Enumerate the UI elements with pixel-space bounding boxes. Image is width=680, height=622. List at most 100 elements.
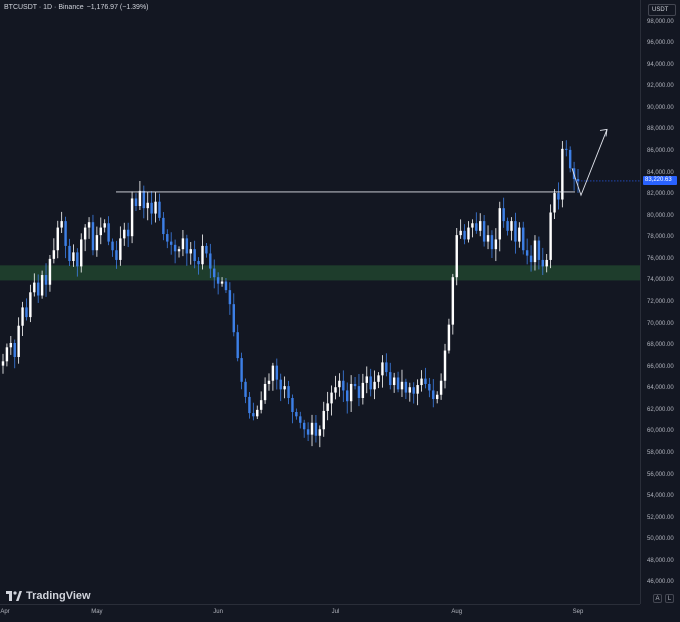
candle-up	[201, 245, 204, 265]
currency-button[interactable]: USDT	[648, 4, 676, 16]
candle-up	[271, 365, 275, 381]
candle-down	[463, 230, 466, 240]
candle-up	[549, 212, 552, 260]
candle-up	[146, 202, 149, 209]
candle-up	[154, 201, 157, 214]
time-axis[interactable]: AprMayJunJulAugSepOct	[0, 604, 640, 622]
price-tick-label: 98,000.00	[647, 18, 674, 25]
candle-down	[299, 416, 302, 423]
candle-down	[64, 221, 67, 246]
candle-up	[322, 410, 325, 430]
price-tick-label: 54,000.00	[647, 493, 674, 500]
candle-up	[267, 380, 271, 384]
candle-down	[213, 268, 216, 278]
candle-up	[416, 385, 419, 394]
candle-down	[36, 282, 40, 296]
candle-down	[291, 397, 294, 413]
candle-down	[302, 422, 306, 430]
chart-plot-area[interactable]: BTCUSDT · 1D · Binance −1,176.97 (−1.39%…	[0, 0, 640, 604]
candle-down	[76, 252, 79, 267]
price-tick-label: 50,000.00	[647, 536, 674, 543]
candle-up	[518, 227, 521, 242]
candle-down	[252, 413, 255, 417]
time-tick-label: Jul	[331, 609, 340, 615]
candle-up	[123, 229, 126, 239]
candle-up	[189, 249, 192, 254]
price-tick-label: 62,000.00	[647, 406, 674, 413]
candle-down	[275, 365, 279, 380]
candle-up	[392, 377, 396, 386]
candle-down	[541, 259, 545, 267]
candle-down	[353, 383, 357, 387]
candle-down	[44, 275, 48, 285]
candle-down	[162, 217, 165, 235]
candle-down	[314, 422, 318, 436]
price-change-label: −1,176.97 (−1.39%)	[86, 4, 149, 11]
candle-down	[557, 193, 560, 200]
candle-down	[295, 412, 298, 417]
candle-up	[361, 382, 365, 398]
candle-up	[330, 392, 333, 404]
candlestick-chart[interactable]	[0, 0, 640, 604]
candle-down	[209, 253, 212, 269]
candle-down	[568, 149, 572, 169]
candle-down	[537, 240, 541, 260]
price-tick-label: 94,000.00	[647, 61, 674, 68]
candle-up	[60, 221, 63, 228]
price-tick-label: 72,000.00	[647, 299, 674, 305]
candle-up	[5, 347, 9, 362]
candle-up	[467, 227, 470, 240]
candle-up	[33, 282, 36, 293]
candle-up	[52, 250, 56, 259]
candle-down	[216, 277, 220, 284]
candle-up	[365, 376, 368, 383]
price-axis[interactable]: USDT 46,000.00 48,000.00 50,000.00 52,000.0…	[640, 0, 680, 604]
price-tick-label: 70,000.00	[647, 320, 674, 327]
symbol-label[interactable]: BTCUSDT · 1D · Binance	[4, 4, 84, 11]
candle-up	[181, 238, 185, 250]
candle-up	[21, 307, 24, 326]
price-tick-label: 52,000.00	[647, 514, 674, 521]
candle-down	[404, 381, 408, 393]
candle-down	[173, 244, 177, 252]
candle-down	[224, 281, 228, 291]
candle-up	[451, 277, 455, 325]
candle-down	[396, 377, 400, 390]
candle-up	[138, 190, 142, 207]
candle-down	[428, 383, 431, 391]
price-tick-label: 68,000.00	[647, 342, 674, 349]
candle-up	[177, 249, 181, 252]
candle-up	[220, 281, 224, 284]
auto-scale-button[interactable]: A	[653, 594, 662, 603]
candle-down	[522, 227, 525, 251]
candle-down	[529, 255, 533, 263]
candle-up	[338, 380, 341, 388]
candle-up	[334, 387, 337, 393]
candle-up	[494, 239, 498, 250]
price-tick-label: 78,000.00	[647, 234, 674, 241]
candle-down	[565, 148, 568, 150]
candle-down	[193, 249, 196, 262]
candle-down	[150, 202, 153, 214]
candle-down	[107, 223, 110, 242]
logo-text: TradingView	[26, 590, 91, 602]
candle-up	[377, 375, 380, 382]
candle-up	[349, 383, 353, 402]
candle-down	[68, 245, 71, 262]
candle-down	[158, 201, 161, 218]
candle-up	[498, 208, 501, 240]
candle-down	[240, 358, 243, 382]
candle-down	[475, 223, 478, 231]
candle-up	[310, 422, 314, 435]
candle-up	[83, 227, 87, 240]
candle-up	[326, 403, 329, 411]
candle-up	[553, 193, 556, 213]
price-tick-label: 86,000.00	[647, 148, 674, 154]
candle-down	[389, 372, 392, 386]
candle-up	[87, 222, 91, 228]
candle-up	[486, 235, 490, 242]
candle-up	[103, 223, 106, 228]
candle-up	[455, 235, 458, 278]
log-scale-button[interactable]: L	[665, 594, 674, 603]
candle-down	[232, 304, 235, 333]
